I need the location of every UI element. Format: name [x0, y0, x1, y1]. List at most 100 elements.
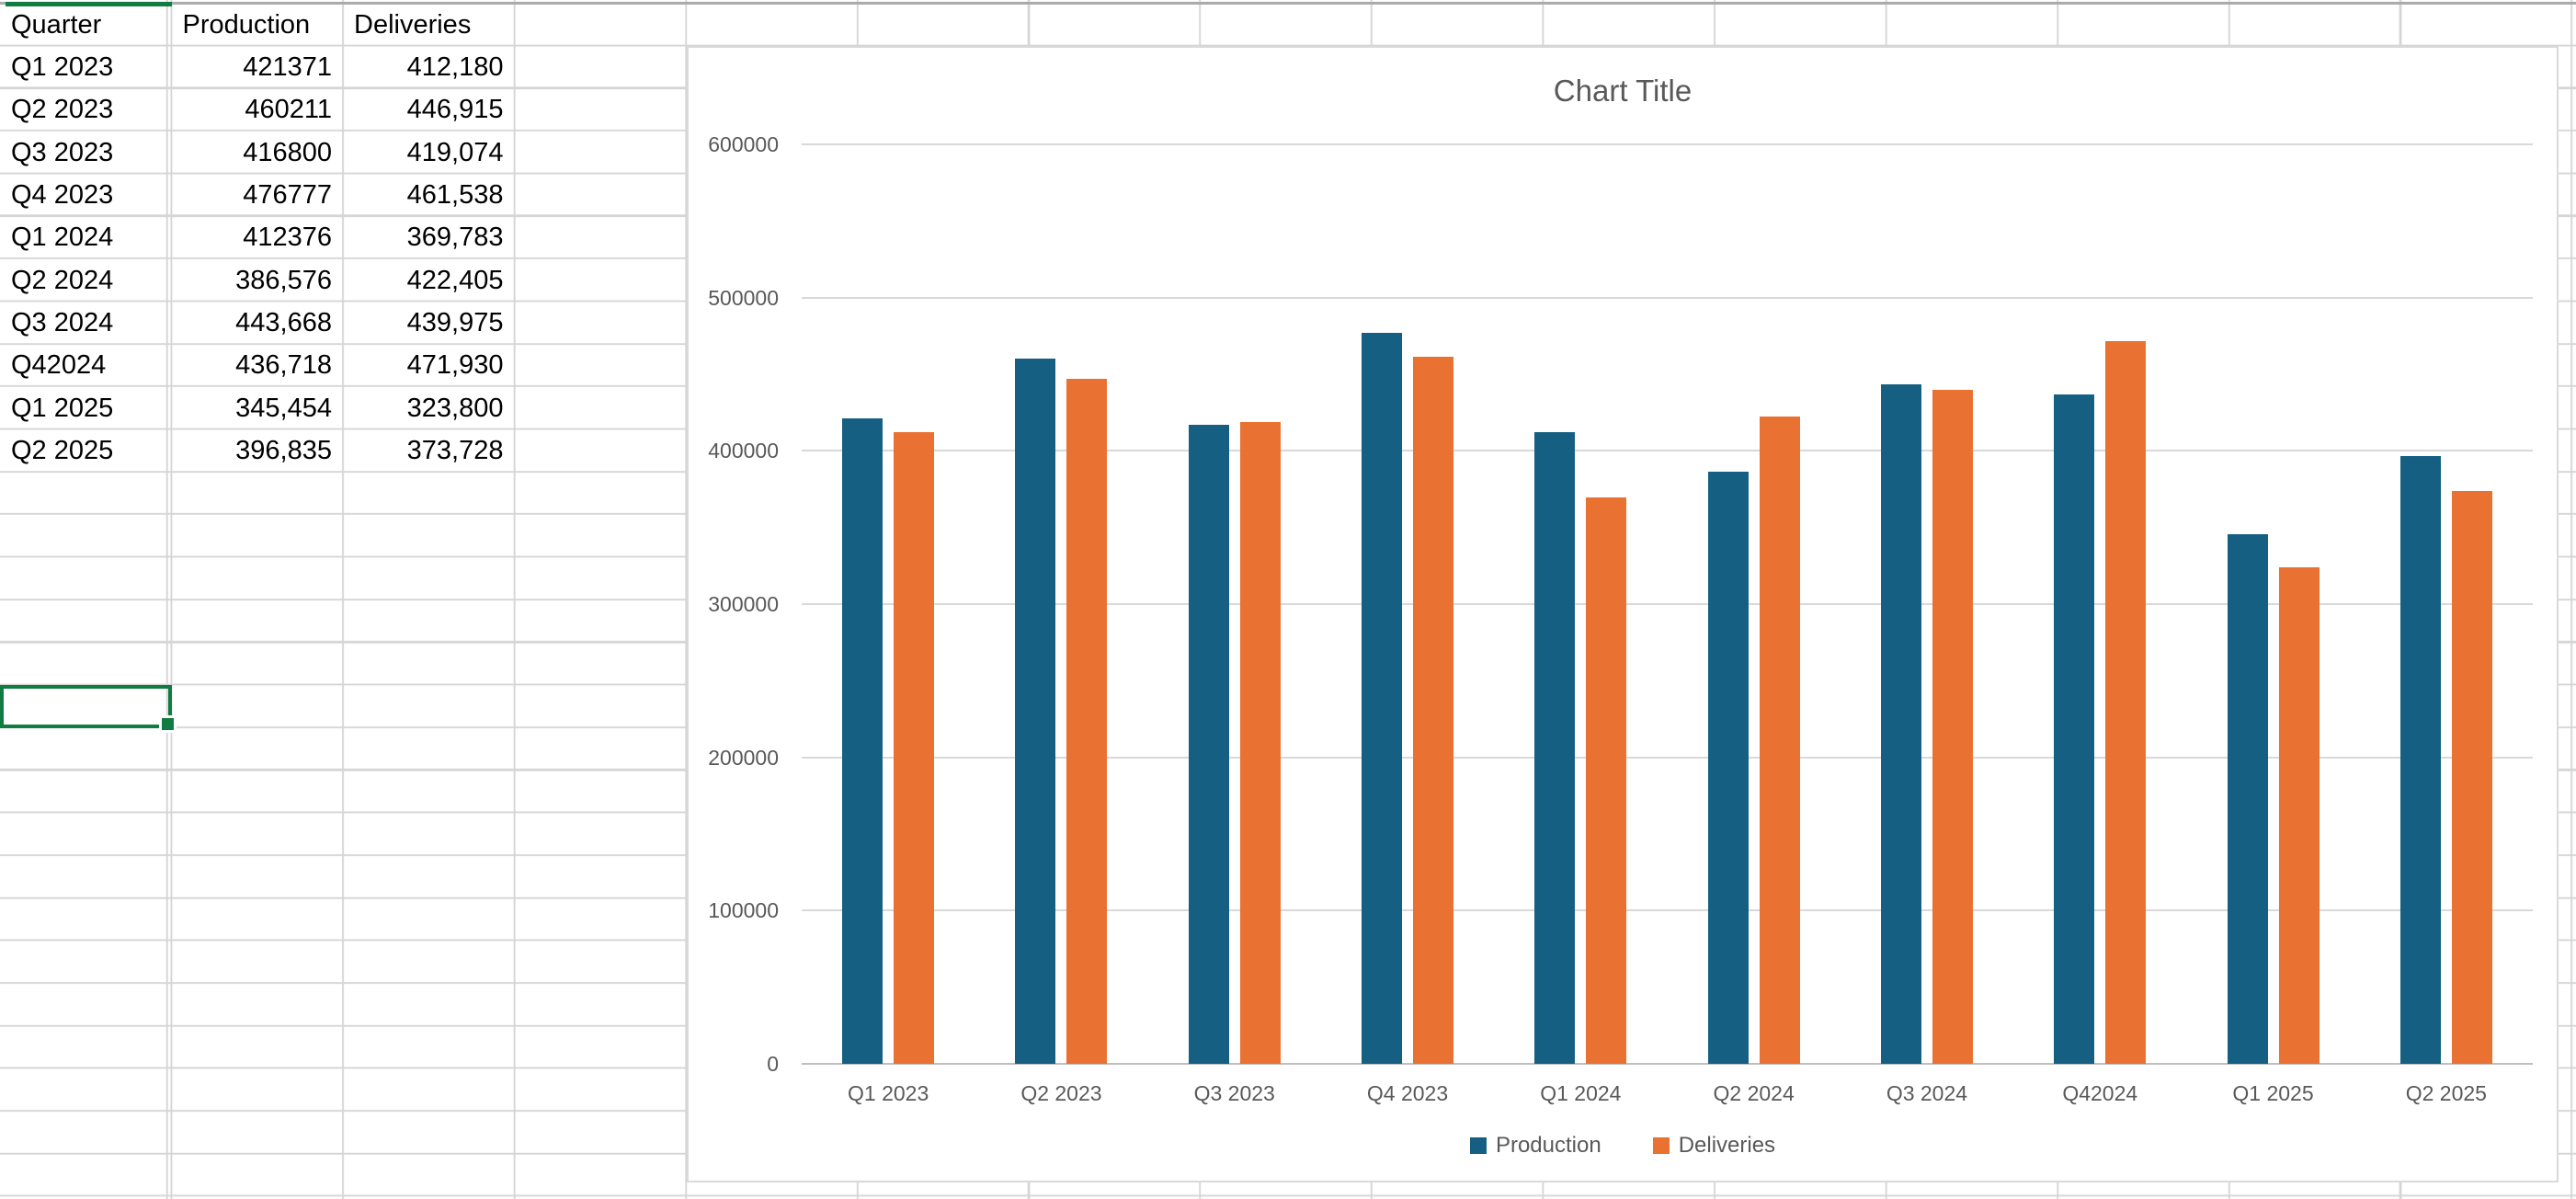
table-cell[interactable]: Q2 2025	[11, 436, 114, 466]
y-axis-tick-label: 300000	[708, 592, 779, 616]
category-slot	[1668, 144, 1841, 1064]
bar-deliveries-q2-2024[interactable]	[1759, 417, 1800, 1064]
table-cell[interactable]: 460211	[245, 95, 332, 125]
chart-gridline	[802, 296, 2533, 299]
bar-deliveries-q42024[interactable]	[2105, 340, 2147, 1064]
category-slot	[1494, 144, 1667, 1064]
category-slot	[975, 144, 1147, 1064]
bar-production-q42024[interactable]	[2054, 394, 2095, 1064]
legend-item-deliveries[interactable]: Deliveries	[1652, 1133, 1776, 1159]
bar-production-q1-2024[interactable]	[1534, 431, 1576, 1064]
y-axis-tick-label: 400000	[708, 439, 779, 463]
y-axis-tick-label: 500000	[708, 285, 779, 310]
table-cell[interactable]: 386,576	[235, 265, 332, 295]
x-axis-tick-label: Q2 2024	[1713, 1081, 1795, 1105]
bar-deliveries-q2-2025[interactable]	[2451, 491, 2492, 1064]
bar-deliveries-q2-2023[interactable]	[1066, 379, 1108, 1064]
bar-production-q1-2023[interactable]	[842, 417, 883, 1064]
chart-gridline	[802, 603, 2533, 605]
table-cell[interactable]: 476777	[243, 180, 332, 211]
legend-swatch-deliveries	[1652, 1137, 1670, 1154]
legend-label: Production	[1495, 1133, 1601, 1158]
table-cell[interactable]: 422,405	[406, 265, 504, 295]
y-axis-tick-label: 100000	[708, 898, 779, 923]
category-slot	[1321, 144, 1494, 1064]
table-cell[interactable]: Q3 2024	[11, 308, 114, 338]
table-cell[interactable]: 439,975	[406, 308, 504, 338]
table-cell[interactable]: 421371	[243, 52, 332, 83]
chart-gridline	[802, 450, 2533, 452]
chart-legend[interactable]: Production Deliveries	[689, 1133, 2557, 1159]
x-axis-tick-label: Q3 2024	[1886, 1081, 1968, 1105]
table-cell[interactable]: Q4 2023	[11, 180, 114, 211]
table-cell[interactable]: Q1 2024	[11, 223, 114, 253]
table-cell[interactable]: 416800	[243, 137, 332, 167]
table-cell[interactable]: 436,718	[235, 350, 332, 381]
bar-production-q2-2023[interactable]	[1015, 359, 1056, 1064]
table-cell[interactable]: 412376	[243, 223, 332, 253]
selected-cell-box[interactable]	[0, 685, 177, 733]
chart-object[interactable]: Chart Title 600000 500000 400000 300000 2000…	[687, 46, 2559, 1182]
table-cell[interactable]: 345,454	[235, 393, 332, 423]
category-slot	[2186, 144, 2359, 1064]
bar-deliveries-q1-2023[interactable]	[894, 432, 935, 1064]
bar-production-q1-2025[interactable]	[2227, 534, 2268, 1064]
table-cell[interactable]: Q2 2024	[11, 265, 114, 295]
sheet-top-edge-line	[0, 2, 2576, 5]
x-axis-tick-label: Q42024	[2062, 1081, 2138, 1105]
chart-title[interactable]: Chart Title	[1553, 74, 1693, 108]
fill-handle[interactable]	[159, 715, 177, 733]
table-cell[interactable]: 461,538	[406, 180, 504, 211]
x-axis-tick-label: Q1 2024	[1540, 1081, 1622, 1105]
y-axis-tick-label: 0	[767, 1052, 779, 1076]
active-column-underline	[6, 2, 172, 6]
x-axis-tick-label: Q1 2025	[2232, 1081, 2314, 1105]
table-cell[interactable]: 443,668	[235, 308, 332, 338]
table-cell[interactable]: Q3 2023	[11, 137, 114, 167]
category-slot	[2013, 144, 2186, 1064]
table-cell[interactable]: 323,800	[406, 393, 504, 423]
table-cell[interactable]: Q42024	[11, 350, 107, 381]
table-cell[interactable]: 396,835	[235, 436, 332, 466]
bar-deliveries-q4-2023[interactable]	[1413, 356, 1454, 1064]
x-axis-tick-label: Q4 2023	[1366, 1081, 1449, 1105]
chart-gridline	[802, 909, 2533, 912]
bar-production-q2-2024[interactable]	[1707, 471, 1749, 1064]
x-axis-tick-label: Q3 2023	[1193, 1081, 1275, 1105]
table-header-cell[interactable]: Quarter	[11, 9, 102, 40]
bar-deliveries-q3-2024[interactable]	[1932, 389, 1973, 1064]
y-axis-tick-label: 200000	[708, 745, 779, 770]
category-slot	[1148, 144, 1321, 1064]
chart-gridline	[802, 143, 2533, 145]
bar-deliveries-q1-2025[interactable]	[2278, 567, 2320, 1064]
legend-swatch-production	[1469, 1137, 1487, 1154]
table-cell[interactable]: 373,728	[406, 436, 504, 466]
bar-production-q3-2024[interactable]	[1880, 383, 1921, 1064]
x-axis-tick-label: Q1 2023	[848, 1081, 929, 1105]
category-slot	[802, 144, 975, 1064]
legend-item-production[interactable]: Production	[1469, 1133, 1601, 1159]
bar-production-q2-2025[interactable]	[2399, 455, 2441, 1064]
bar-deliveries-q3-2023[interactable]	[1239, 421, 1281, 1064]
table-cell[interactable]: Q1 2023	[11, 52, 114, 83]
table-cell[interactable]: 369,783	[406, 223, 504, 253]
table-cell[interactable]: 419,074	[406, 137, 504, 167]
table-cell[interactable]: 412,180	[406, 52, 504, 83]
table-header-cell[interactable]: Production	[182, 9, 311, 40]
table-cell[interactable]: Q1 2025	[11, 393, 114, 423]
bar-production-q4-2023[interactable]	[1362, 333, 1403, 1064]
bar-deliveries-q1-2024[interactable]	[1586, 497, 1627, 1064]
table-cell[interactable]: 471,930	[406, 350, 504, 381]
category-slot	[1841, 144, 2013, 1064]
chart-gridline	[802, 756, 2533, 759]
bar-production-q3-2023[interactable]	[1188, 425, 1229, 1064]
legend-label: Deliveries	[1678, 1133, 1776, 1158]
x-axis-line	[802, 1063, 2533, 1065]
table-cell[interactable]: Q2 2023	[11, 95, 114, 125]
x-axis-tick-label: Q2 2023	[1020, 1081, 1102, 1105]
category-slot	[2360, 144, 2533, 1064]
table-cell[interactable]: 446,915	[406, 95, 504, 125]
y-axis-tick-label: 600000	[708, 132, 779, 156]
table-header-cell[interactable]: Deliveries	[354, 9, 472, 40]
